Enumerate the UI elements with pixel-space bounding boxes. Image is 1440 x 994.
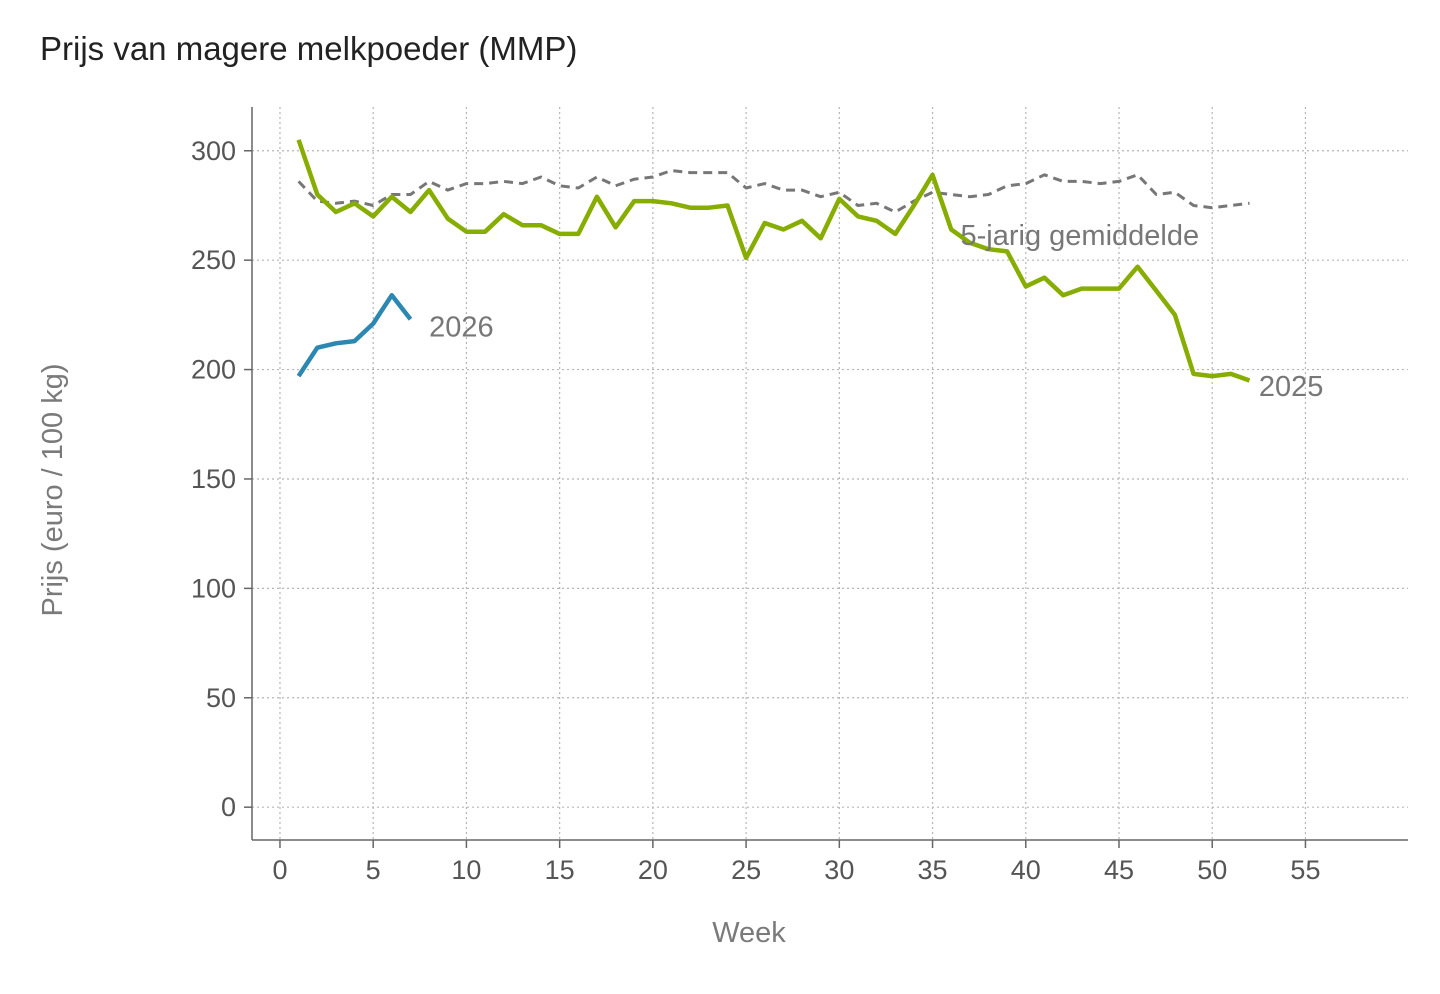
series-label-2026: 2026 xyxy=(429,312,494,344)
series-line-2025 xyxy=(296,139,1251,383)
x-tick-label: 55 xyxy=(1290,855,1320,885)
x-tick-label: 25 xyxy=(731,855,761,885)
x-tick-label: 10 xyxy=(451,855,481,885)
series-label-5-jarig-gemiddelde: 5-jarig gemiddelde xyxy=(961,220,1200,252)
x-tick-label: 0 xyxy=(272,855,287,885)
x-tick-label: 40 xyxy=(1011,855,1041,885)
series-line-5-jarig-gemiddelde xyxy=(297,169,1250,214)
x-axis-label: Week xyxy=(712,917,786,949)
x-tick-label: 50 xyxy=(1197,855,1227,885)
y-tick-label: 150 xyxy=(191,464,236,494)
x-tick-label: 15 xyxy=(545,855,575,885)
series-line-2026 xyxy=(296,292,413,378)
y-tick-label: 50 xyxy=(206,683,236,713)
x-tick-label: 5 xyxy=(366,855,381,885)
y-tick-label: 250 xyxy=(191,245,236,275)
series-label-2025: 2025 xyxy=(1259,371,1324,403)
x-tick-label: 20 xyxy=(638,855,668,885)
chart-title: Prijs van magere melkpoeder (MMP) xyxy=(40,30,578,67)
series-labels: 5-jarig gemiddelde 2025 2026 xyxy=(429,220,1323,403)
series xyxy=(296,139,1251,383)
y-tick-label: 100 xyxy=(191,573,236,603)
y-axis-label: Prijs (euro / 100 kg) xyxy=(37,363,69,616)
axes xyxy=(251,107,1408,841)
y-tick-label: 0 xyxy=(221,792,236,822)
y-tick-label: 300 xyxy=(191,136,236,166)
x-tick-label: 35 xyxy=(918,855,948,885)
grid xyxy=(252,107,1408,840)
x-tick-label: 45 xyxy=(1104,855,1134,885)
x-tick-label: 30 xyxy=(824,855,854,885)
y-tick-label: 200 xyxy=(191,355,236,385)
